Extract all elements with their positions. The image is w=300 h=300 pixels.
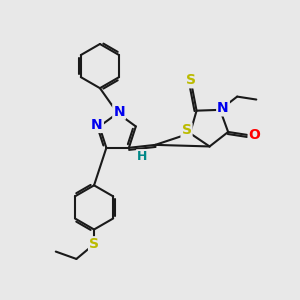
Text: N: N — [113, 105, 125, 119]
Text: S: S — [89, 237, 99, 251]
Text: N: N — [217, 101, 229, 116]
Text: S: S — [182, 123, 191, 137]
Text: O: O — [249, 128, 261, 142]
Text: H: H — [137, 150, 147, 163]
Text: S: S — [186, 73, 196, 87]
Text: N: N — [91, 118, 103, 132]
